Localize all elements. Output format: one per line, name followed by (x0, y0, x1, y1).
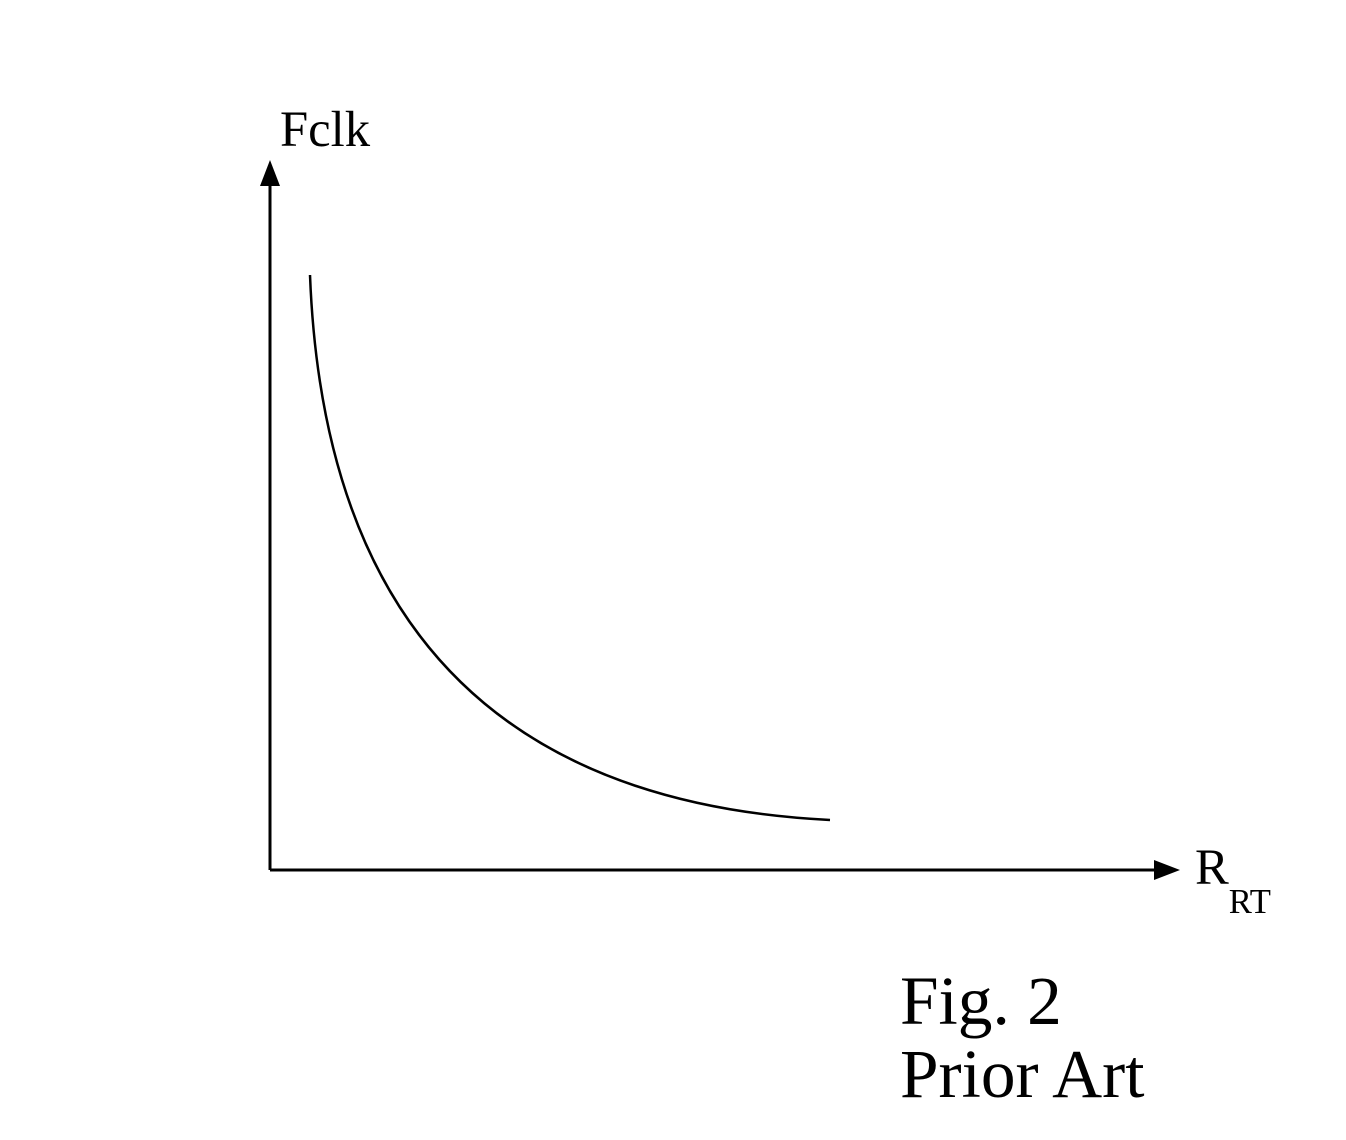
figure-caption: Fig. 2 Prior Art (900, 965, 1144, 1111)
figure-stage: FclkRRT Fig. 2 Prior Art (0, 0, 1346, 1140)
y-axis-label: Fclk (280, 101, 371, 157)
caption-line-1: Fig. 2 (900, 965, 1144, 1038)
caption-line-2: Prior Art (900, 1038, 1144, 1111)
